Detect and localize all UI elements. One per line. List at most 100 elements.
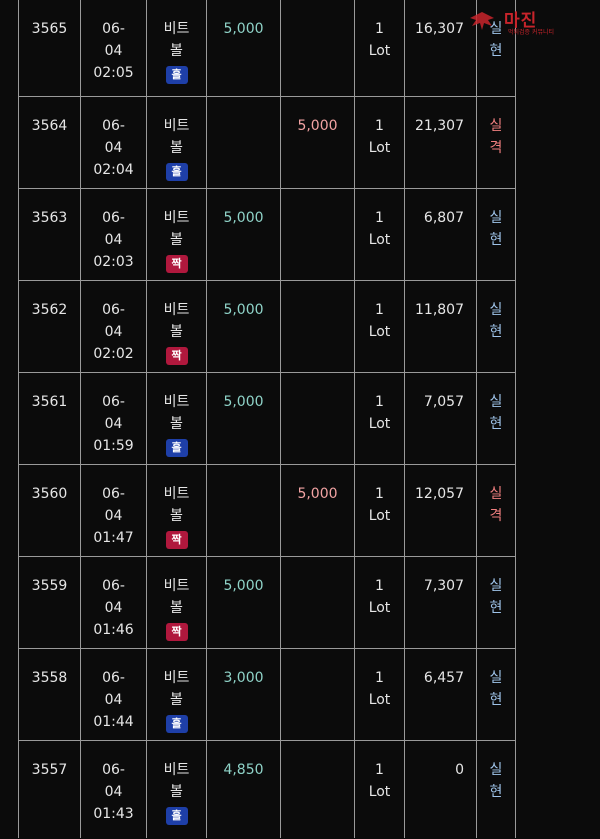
result: 실 현 <box>489 210 503 248</box>
date-month: 06- <box>102 762 125 778</box>
lot-size: 1 Lot <box>355 373 405 464</box>
balance: 21,307 <box>405 97 477 188</box>
date-day: 04 <box>104 324 123 340</box>
date-day: 04 <box>104 600 123 616</box>
balance: 6,457 <box>405 649 477 740</box>
result: 실 격 <box>489 486 503 524</box>
balance: 12,057 <box>405 465 477 556</box>
balance: 0 <box>405 741 477 838</box>
game-cell: 비트 볼 홀 <box>147 97 207 188</box>
pick-badge: 짝 <box>165 623 188 641</box>
date-day: 04 <box>104 232 123 248</box>
time: 01:47 <box>93 530 134 546</box>
date-month: 06- <box>102 302 125 318</box>
sell-amount <box>281 281 355 372</box>
table-row: 3560 06- 04 01:47 비트 볼 짝 5,000 1 Lot 12,… <box>19 465 515 557</box>
game-name: 비트 <box>163 118 190 134</box>
round-id: 3558 <box>19 649 81 740</box>
game-name: 비트 <box>163 210 190 226</box>
round-id: 3561 <box>19 373 81 464</box>
game-cell: 비트 볼 홀 <box>147 0 207 96</box>
game-name-2: 볼 <box>170 508 183 524</box>
time: 01:46 <box>93 622 134 638</box>
buy-amount: 3,000 <box>207 649 281 740</box>
game-cell: 비트 볼 홀 <box>147 649 207 740</box>
time: 01:43 <box>93 806 134 822</box>
table-row: 3565 06- 04 02:05 비트 볼 홀 5,000 1 Lot 16,… <box>19 0 515 97</box>
lot-size: 1 Lot <box>355 281 405 372</box>
table-row: 3558 06- 04 01:44 비트 볼 홀 3,000 1 Lot 6,4… <box>19 649 515 741</box>
table-row: 3564 06- 04 02:04 비트 볼 홀 5,000 1 Lot 21,… <box>19 97 515 189</box>
time: 02:05 <box>93 65 134 81</box>
time: 02:04 <box>93 162 134 178</box>
sell-amount: 5,000 <box>281 97 355 188</box>
buy-amount: 5,000 <box>207 0 281 96</box>
round-time: 06- 04 01:46 <box>81 557 147 648</box>
round-time: 06- 04 02:02 <box>81 281 147 372</box>
game-cell: 비트 볼 짝 <box>147 557 207 648</box>
table-row: 3559 06- 04 01:46 비트 볼 짝 5,000 1 Lot 7,3… <box>19 557 515 649</box>
pick-badge: 홀 <box>165 715 188 733</box>
game-name: 비트 <box>163 762 190 778</box>
game-name: 비트 <box>163 302 190 318</box>
game-cell: 비트 볼 짝 <box>147 281 207 372</box>
game-name: 비트 <box>163 394 190 410</box>
watermark-subtitle: 먹튀검증 커뮤니티 <box>508 29 555 36</box>
balance: 16,307 <box>405 0 477 96</box>
balance: 7,307 <box>405 557 477 648</box>
round-time: 06- 04 01:43 <box>81 741 147 838</box>
round-id: 3560 <box>19 465 81 556</box>
table-row: 3561 06- 04 01:59 비트 볼 홀 5,000 1 Lot 7,0… <box>19 373 515 465</box>
round-id: 3563 <box>19 189 81 280</box>
watermark-brand: 마진 <box>504 11 538 31</box>
game-cell: 비트 볼 짝 <box>147 465 207 556</box>
date-day: 04 <box>104 692 123 708</box>
game-name-2: 볼 <box>170 600 183 616</box>
pick-badge: 짝 <box>165 347 188 365</box>
lot-size: 1 Lot <box>355 465 405 556</box>
date-day: 04 <box>104 416 123 432</box>
round-time: 06- 04 01:47 <box>81 465 147 556</box>
game-name: 비트 <box>163 670 190 686</box>
date-day: 04 <box>104 508 123 524</box>
pick-badge: 홀 <box>165 66 188 84</box>
sell-amount <box>281 649 355 740</box>
lot-size: 1 Lot <box>355 0 405 96</box>
round-id: 3562 <box>19 281 81 372</box>
game-name-2: 볼 <box>170 232 183 248</box>
date-day: 04 <box>104 784 123 800</box>
time: 02:03 <box>93 254 134 270</box>
game-name: 비트 <box>163 578 190 594</box>
buy-amount <box>207 465 281 556</box>
sell-amount: 5,000 <box>281 465 355 556</box>
time: 01:59 <box>93 438 134 454</box>
result: 실 현 <box>489 670 503 708</box>
time: 01:44 <box>93 714 134 730</box>
balance: 6,807 <box>405 189 477 280</box>
result: 실 현 <box>489 578 503 616</box>
date-month: 06- <box>102 394 125 410</box>
lot-size: 1 Lot <box>355 97 405 188</box>
table-row: 3557 06- 04 01:43 비트 볼 홀 4,850 1 Lot 0 실… <box>19 741 515 838</box>
result: 실 격 <box>489 118 503 156</box>
lot-size: 1 Lot <box>355 649 405 740</box>
round-time: 06- 04 01:44 <box>81 649 147 740</box>
buy-amount: 5,000 <box>207 281 281 372</box>
pick-badge: 홀 <box>165 163 188 181</box>
result: 실 현 <box>489 762 503 800</box>
trade-history-table: 3565 06- 04 02:05 비트 볼 홀 5,000 1 Lot 16,… <box>18 0 516 838</box>
pick-badge: 홀 <box>165 439 188 457</box>
sell-amount <box>281 373 355 464</box>
result: 실 현 <box>489 302 503 340</box>
lot-size: 1 Lot <box>355 189 405 280</box>
date-month: 06- <box>102 578 125 594</box>
balance: 7,057 <box>405 373 477 464</box>
round-time: 06- 04 02:03 <box>81 189 147 280</box>
buy-amount: 4,850 <box>207 741 281 838</box>
round-id: 3557 <box>19 741 81 838</box>
game-cell: 비트 볼 홀 <box>147 373 207 464</box>
date-month: 06- <box>102 21 125 37</box>
lot-size: 1 Lot <box>355 557 405 648</box>
round-id: 3559 <box>19 557 81 648</box>
table-row: 3563 06- 04 02:03 비트 볼 짝 5,000 1 Lot 6,8… <box>19 189 515 281</box>
